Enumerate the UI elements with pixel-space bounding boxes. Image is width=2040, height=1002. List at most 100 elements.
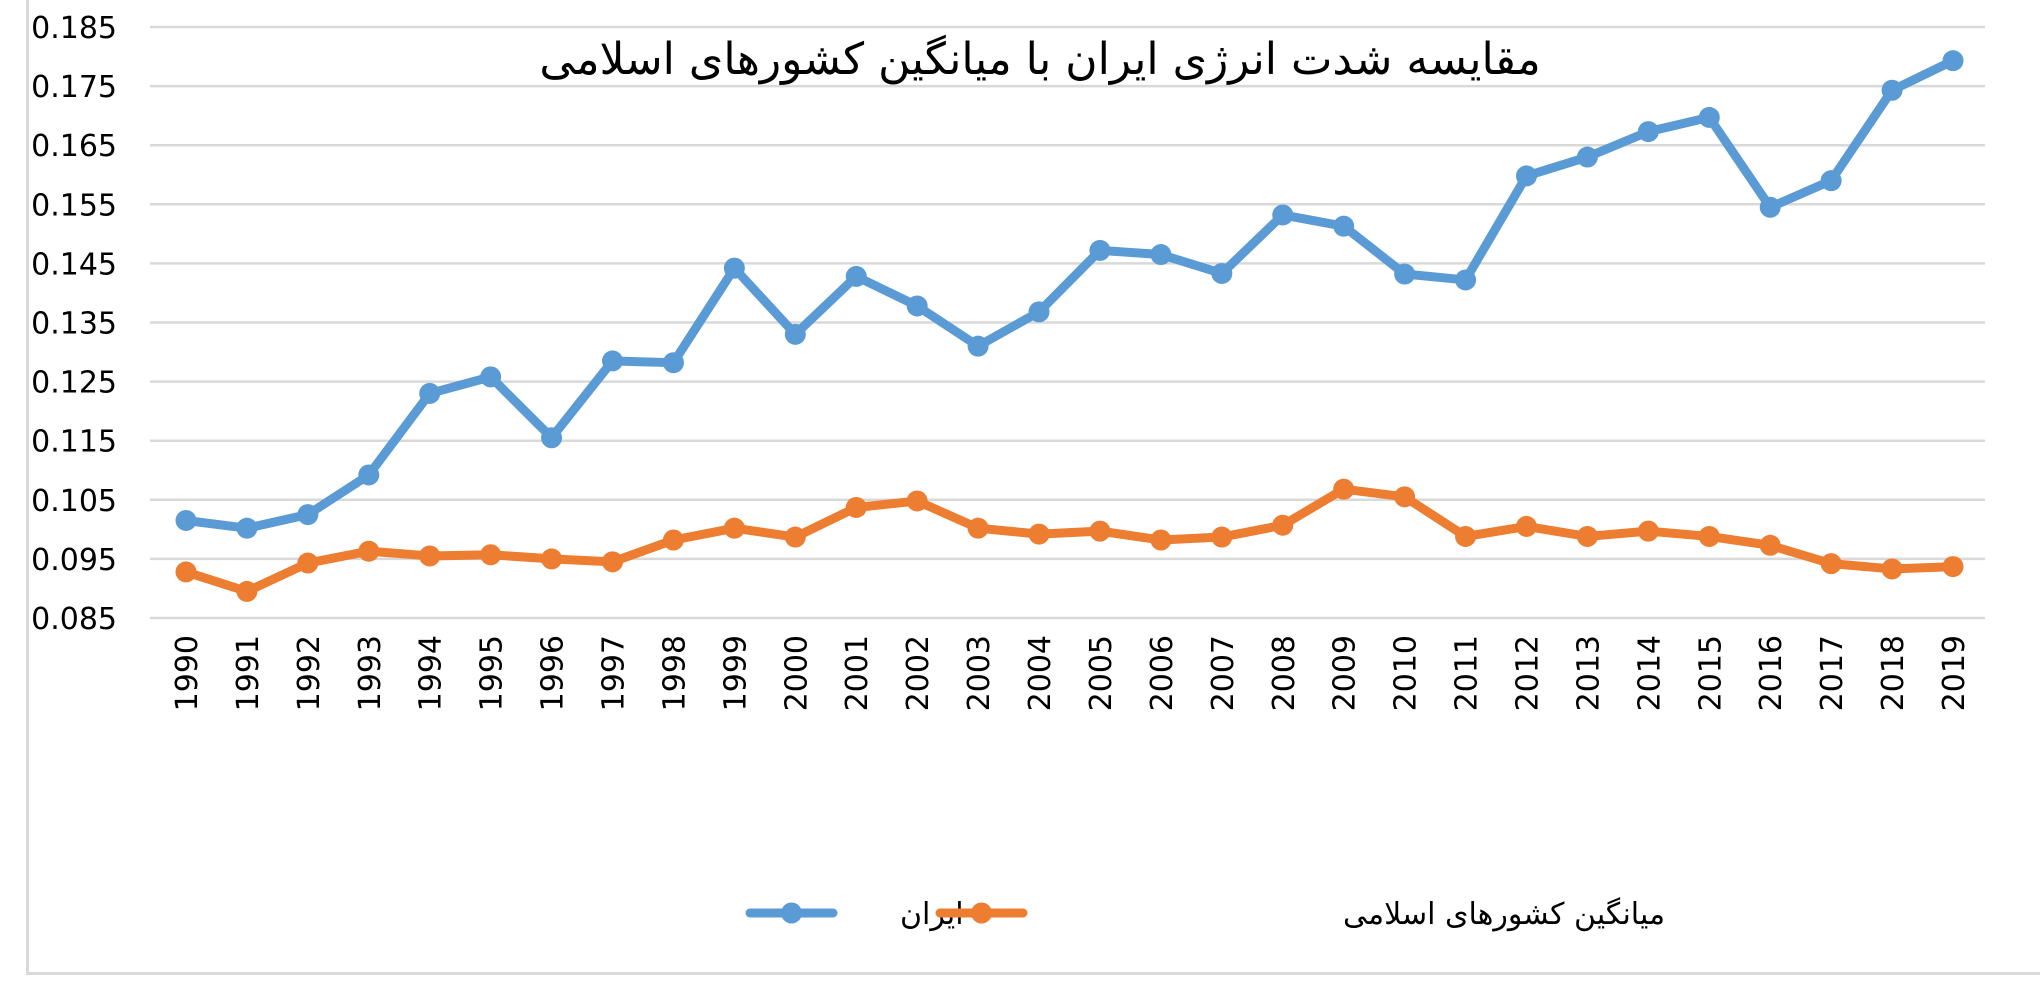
x-tick-label: 2012 [1510, 635, 1545, 711]
legend-item-1: ایران [745, 897, 964, 932]
legend-marker [971, 902, 992, 924]
x-tick-label: 1998 [657, 635, 692, 711]
data-point [723, 517, 745, 539]
x-tick-label: 2014 [1632, 635, 1667, 711]
y-tick-label: 0.105 [31, 484, 117, 519]
data-point [175, 561, 197, 583]
data-point [1272, 514, 1294, 536]
data-point [1576, 146, 1598, 168]
data-point [236, 517, 258, 539]
x-tick-label: 2007 [1206, 635, 1241, 711]
data-point [1150, 244, 1172, 266]
data-point [662, 352, 684, 374]
x-tick-label: 2002 [901, 635, 936, 711]
y-tick-label: 0.095 [31, 543, 117, 578]
data-point [784, 323, 806, 345]
data-point [1759, 196, 1781, 218]
y-tick-label: 0.185 [31, 11, 117, 46]
data-point [662, 529, 684, 551]
y-tick-label: 0.145 [31, 247, 117, 282]
data-point [1394, 486, 1416, 508]
x-tick-label: 1994 [414, 635, 449, 711]
x-tick-label: 2011 [1450, 635, 1485, 711]
y-tick-label: 0.155 [31, 188, 117, 223]
data-point [1272, 204, 1294, 226]
data-point [1028, 301, 1050, 323]
y-tick-label: 0.175 [31, 70, 117, 105]
series-line [181, 56, 1958, 533]
data-point [1333, 215, 1355, 237]
data-point [845, 496, 867, 518]
series-1 [175, 50, 1964, 539]
data-point [175, 509, 197, 531]
data-point [1515, 515, 1537, 537]
data-point [1455, 269, 1477, 291]
data-point [480, 544, 502, 566]
x-tick-label: 2004 [1023, 635, 1058, 711]
legend-marker [781, 902, 802, 924]
data-point [1637, 520, 1659, 542]
y-tick-label: 0.085 [31, 602, 117, 637]
x-tick-label: 2005 [1084, 635, 1119, 711]
x-tick-label: 2019 [1937, 635, 1972, 711]
data-point [1089, 239, 1111, 261]
chart-title: مقایسه شدت انرژی ایران با میانگین کشورها… [539, 34, 1540, 85]
data-point [1820, 553, 1842, 575]
data-point [1881, 79, 1903, 101]
x-axis-ticks: 1990 1991 1992 1993 1994 1995 1996 1997 1998 1999… [170, 635, 1972, 711]
x-tick-label: 2009 [1328, 635, 1363, 711]
data-point [1455, 525, 1477, 547]
legend-item-2: میانگین کشورهای اسلامی [935, 897, 1665, 932]
x-tick-label: 1990 [170, 635, 205, 711]
data-point [1881, 558, 1903, 580]
legend: ایران میانگین کشورهای اسلامی [745, 897, 1665, 932]
y-axis-ticks: 0.185 0.175 0.165 0.155 0.145 0.135 0.125 0.115… [31, 11, 117, 637]
x-tick-label: 1991 [231, 635, 266, 711]
data-point [236, 580, 258, 602]
data-point [419, 545, 441, 567]
data-point [1515, 165, 1537, 187]
x-tick-label: 2015 [1693, 635, 1728, 711]
data-point [967, 335, 989, 357]
series-2 [175, 478, 1964, 602]
data-point [1150, 529, 1172, 551]
data-point [1698, 525, 1720, 547]
data-point [906, 295, 928, 317]
x-tick-label: 1993 [353, 635, 388, 711]
x-tick-label: 1996 [536, 635, 571, 711]
data-point [1820, 170, 1842, 192]
data-point [297, 504, 319, 526]
data-point [1089, 520, 1111, 542]
legend-label: میانگین کشورهای اسلامی [1343, 897, 1665, 932]
data-point [358, 540, 380, 562]
data-point [541, 427, 563, 449]
x-tick-label: 1999 [718, 635, 753, 711]
data-point [480, 366, 502, 388]
x-tick-label: 1995 [475, 635, 510, 711]
data-point [1698, 106, 1720, 128]
series-group [175, 50, 1964, 602]
x-tick-label: 2017 [1815, 635, 1850, 711]
y-tick-label: 0.115 [31, 425, 117, 460]
data-point [358, 464, 380, 486]
data-point [1637, 121, 1659, 143]
data-point [297, 552, 319, 574]
data-point [1211, 262, 1233, 284]
data-point [419, 382, 441, 404]
y-tick-label: 0.125 [31, 366, 117, 401]
data-point [845, 265, 867, 287]
x-tick-label: 2000 [779, 635, 814, 711]
y-tick-label: 0.165 [31, 129, 117, 164]
data-point [1028, 523, 1050, 545]
series-line [181, 484, 1958, 596]
data-point [967, 517, 989, 539]
x-tick-label: 2010 [1389, 635, 1424, 711]
data-point [723, 257, 745, 279]
data-point [1394, 263, 1416, 285]
data-point [1576, 525, 1598, 547]
x-tick-label: 2008 [1267, 635, 1302, 711]
data-point [1942, 556, 1964, 578]
data-point [1759, 534, 1781, 556]
data-point [784, 526, 806, 548]
